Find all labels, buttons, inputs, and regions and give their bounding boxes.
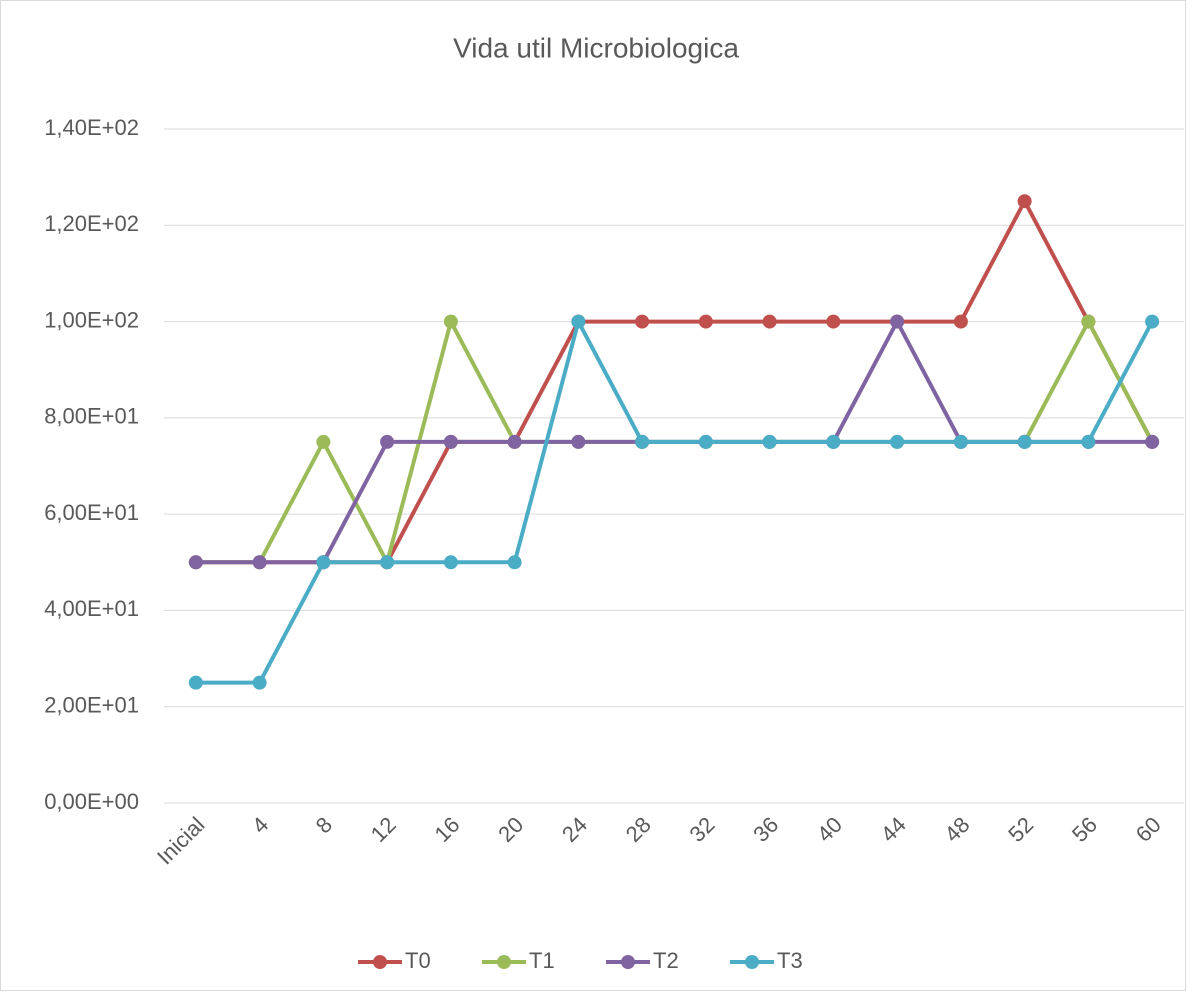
point [188,675,203,690]
point [1145,434,1160,449]
y-tick-label: 4,00E+01 [44,596,139,621]
point [635,314,650,329]
y-tick-label: 1,40E+02 [44,115,139,140]
y-tick-label: 6,00E+01 [44,500,139,525]
point [953,314,968,329]
point [252,555,267,570]
point [252,675,267,690]
point [1017,194,1032,209]
point [1145,314,1160,329]
point [443,555,458,570]
legend-label: T3 [777,948,803,973]
legend-marker [497,955,511,969]
point [698,434,713,449]
point [571,434,586,449]
point [507,555,522,570]
legend-marker [745,955,759,969]
point [762,434,777,449]
point [443,314,458,329]
point [507,434,522,449]
point [635,434,650,449]
point [890,314,905,329]
y-tick-label: 1,20E+02 [44,211,139,236]
point [571,314,586,329]
point [1081,314,1096,329]
y-tick-label: 8,00E+01 [44,404,139,429]
point [188,555,203,570]
point [316,434,331,449]
legend-label: T2 [653,948,679,973]
legend-marker [621,955,635,969]
legend-label: T0 [405,948,431,973]
point [443,434,458,449]
point [380,555,395,570]
point [1081,434,1096,449]
point [698,314,713,329]
point [316,555,331,570]
y-tick-label: 2,00E+01 [44,693,139,718]
legend-marker [373,955,387,969]
legend-label: T1 [529,948,555,973]
y-tick-label: 0,00E+00 [44,789,139,814]
point [826,434,841,449]
chart-title: Vida util Microbiologica [453,32,739,63]
point [762,314,777,329]
point [380,434,395,449]
point [826,314,841,329]
point [890,434,905,449]
series-line [195,319,1154,685]
point [1017,434,1032,449]
y-tick-label: 1,00E+02 [44,307,139,332]
point [953,434,968,449]
